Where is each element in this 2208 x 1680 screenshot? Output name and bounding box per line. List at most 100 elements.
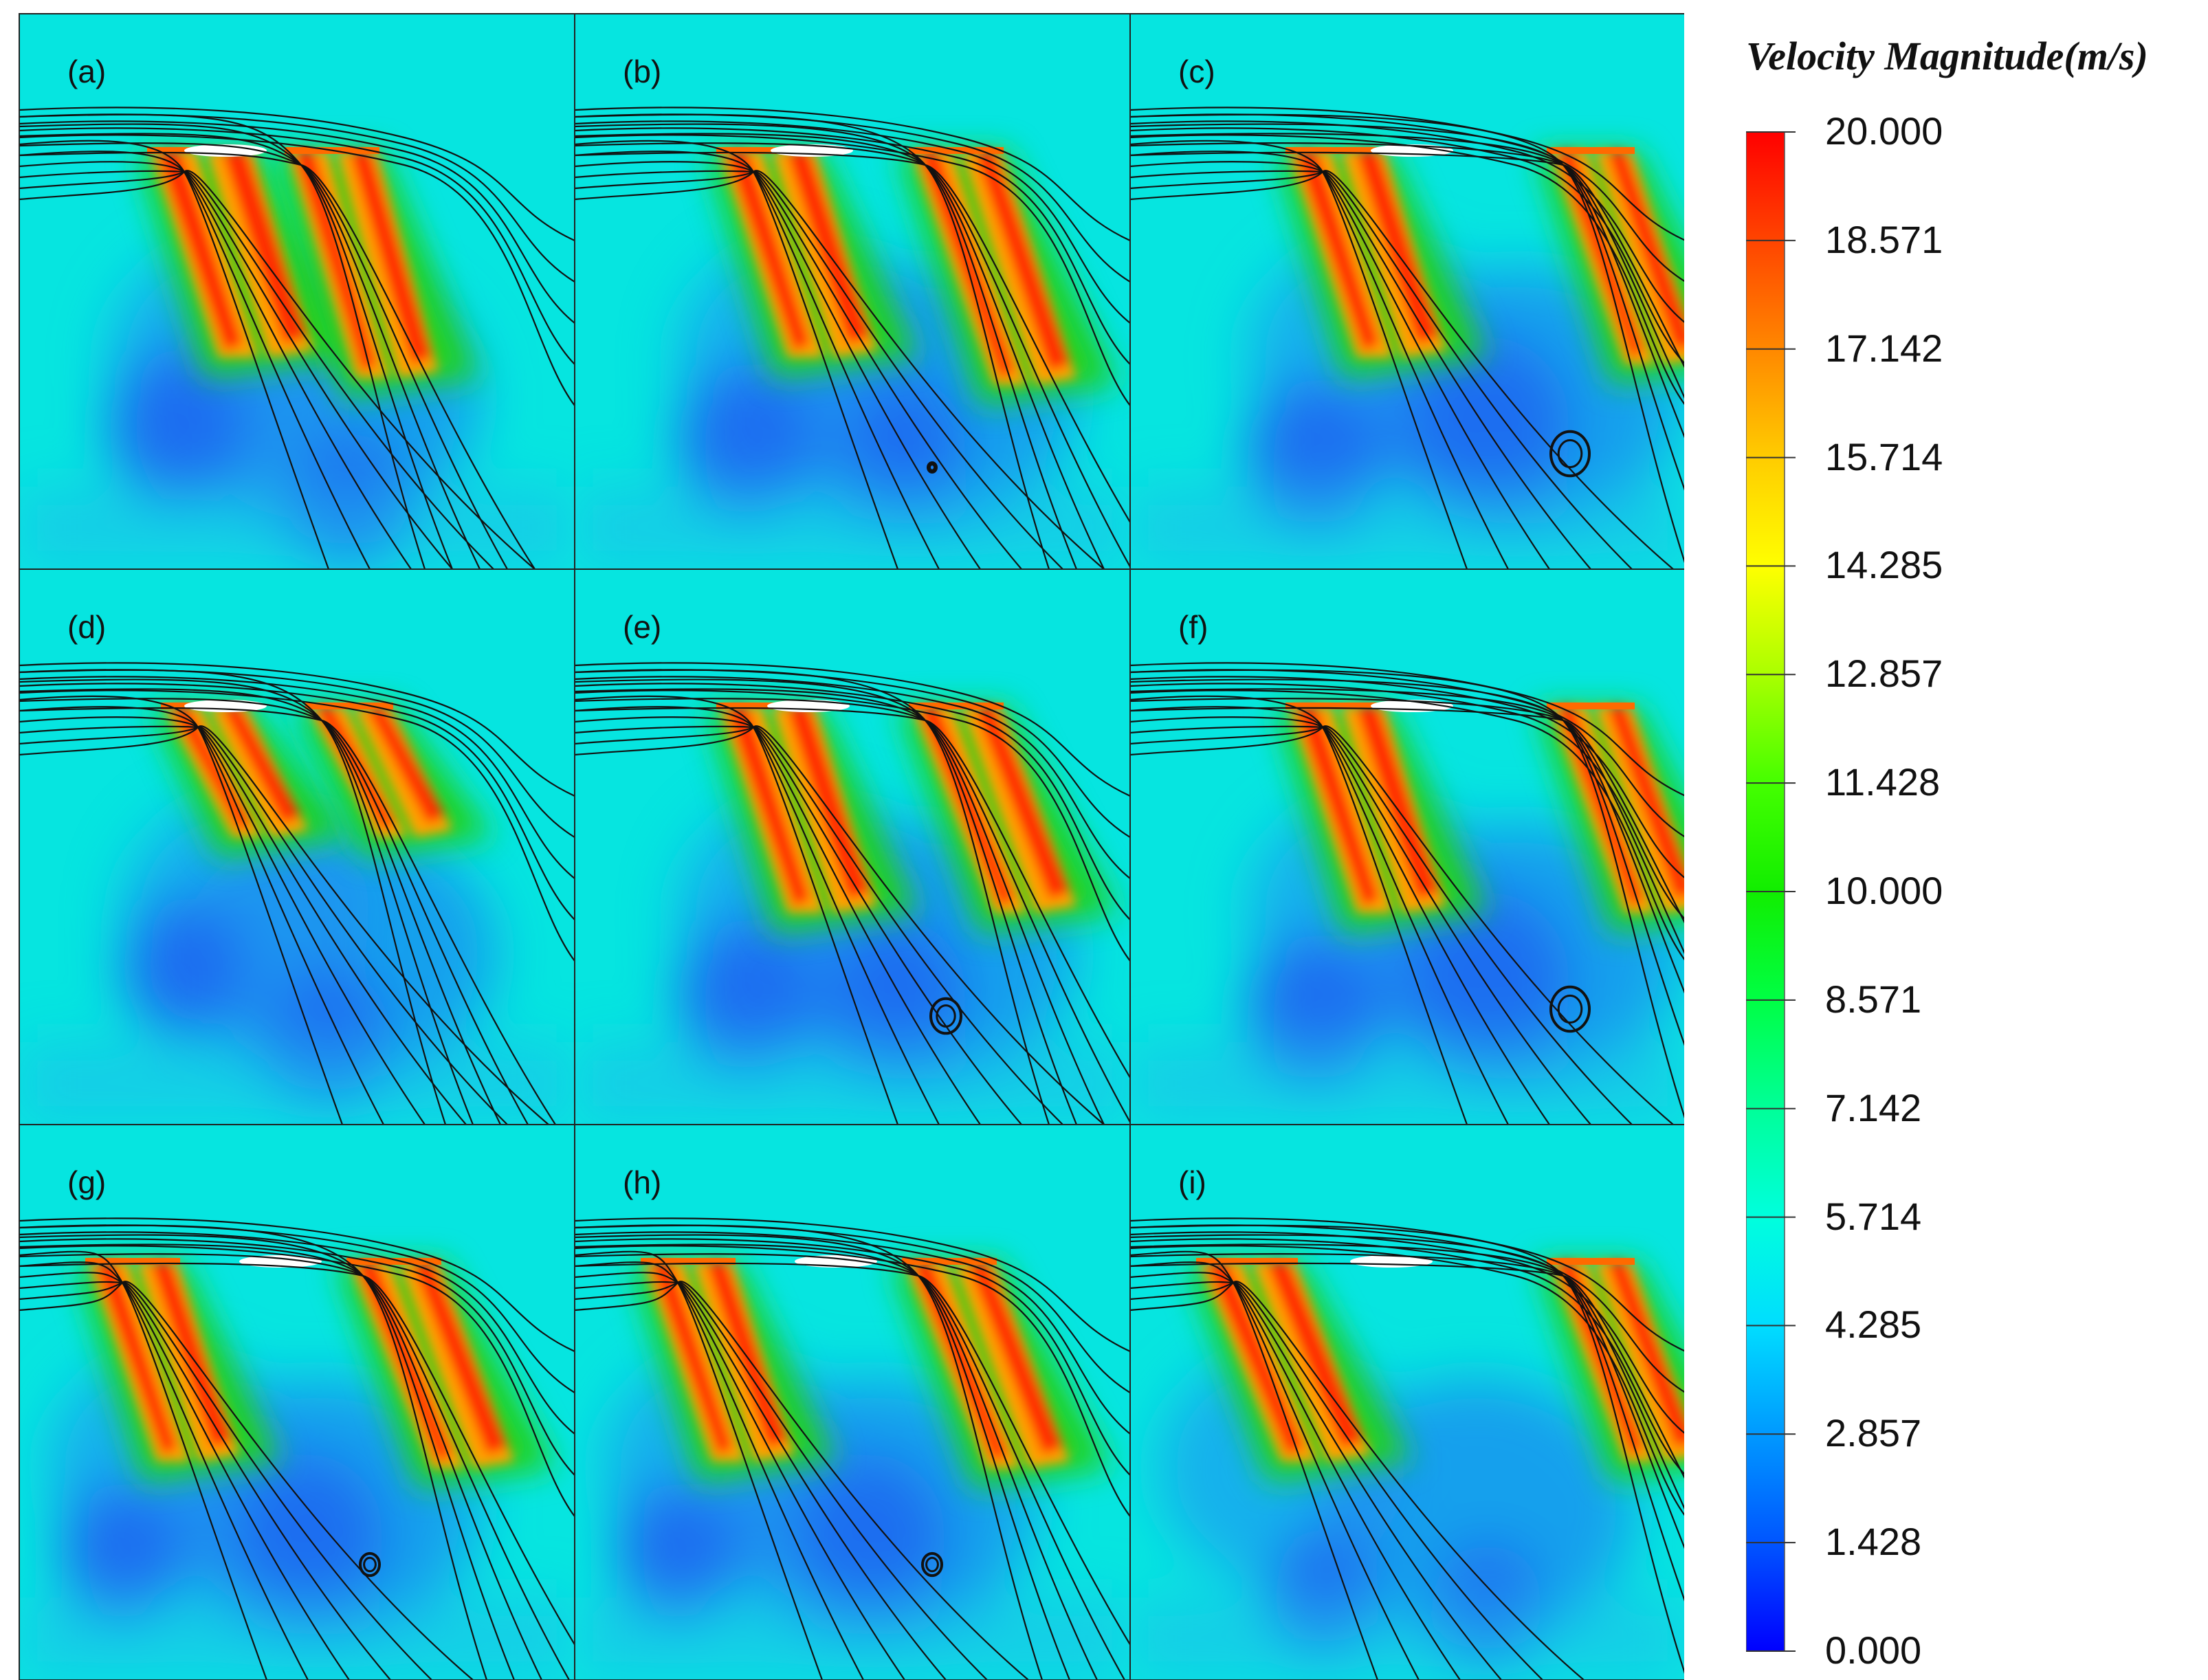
streamline — [575, 151, 940, 569]
jet-plume — [705, 147, 918, 378]
streamline — [1130, 134, 1684, 406]
streamline — [19, 726, 508, 1125]
streamline — [19, 151, 536, 569]
streamline — [575, 1245, 1130, 1517]
streamline — [575, 1281, 988, 1680]
streamline — [575, 170, 1105, 569]
contour-panel-d: (d) — [19, 568, 575, 1125]
low-velocity-zone — [1405, 892, 1570, 1071]
legend-tick-label: 0.000 — [1825, 1628, 1922, 1672]
streamline — [1130, 695, 1468, 1125]
streamline — [1130, 683, 1684, 920]
streamline — [575, 170, 1063, 569]
streamlines — [1130, 107, 1684, 569]
streamline — [575, 1261, 864, 1680]
streamline — [575, 170, 1022, 569]
streamline — [19, 170, 494, 569]
streamline — [575, 140, 899, 569]
streamlines — [19, 107, 575, 569]
streamline — [575, 707, 1130, 1079]
streamline — [19, 706, 384, 1125]
low-velocity-zone — [616, 1482, 740, 1620]
streamline — [1130, 1272, 1461, 1680]
contour-panel-g: (g) — [19, 1124, 575, 1680]
streamlines — [1130, 662, 1684, 1125]
legend-tick-label: 7.142 — [1825, 1085, 1922, 1129]
panel-border — [1129, 1124, 1684, 1680]
contour-panel-h: (h) — [574, 1124, 1131, 1680]
streamline — [19, 1281, 474, 1680]
legend-tick-label: 12.857 — [1825, 652, 1943, 696]
vortex-core — [1549, 430, 1591, 478]
streamline — [1130, 170, 1674, 569]
low-velocity-zone — [109, 351, 246, 502]
streamline — [19, 1262, 575, 1646]
streamline — [575, 1238, 1130, 1476]
legend-tick-label: 4.285 — [1825, 1303, 1922, 1347]
streamline — [19, 161, 412, 569]
streamline — [19, 142, 508, 569]
vortex-core — [1549, 985, 1591, 1033]
streamline — [19, 1238, 575, 1476]
streamline — [575, 151, 1130, 524]
streamline — [1130, 1261, 1420, 1680]
streamline — [575, 676, 1130, 879]
color-bar — [1746, 131, 1796, 1652]
contour-panel-c: (c) — [1129, 13, 1684, 570]
streamline — [575, 127, 1130, 365]
streamline — [19, 707, 556, 1125]
streamline — [1130, 689, 1684, 961]
streamline — [575, 107, 1130, 241]
streamline — [19, 151, 371, 569]
contour-panel-f: (f) — [1129, 568, 1684, 1125]
vortex-core — [929, 997, 962, 1035]
streamlines — [575, 107, 1130, 569]
streamline — [1130, 170, 1591, 569]
contour-panel-i: (i) — [1129, 1124, 1684, 1680]
streamline — [575, 1231, 1130, 1435]
streamlines — [19, 1217, 575, 1680]
streamline — [575, 698, 1130, 1124]
contour-panel-b: (b) — [574, 13, 1131, 570]
low-velocity-zone — [829, 920, 967, 1071]
contour-panel-a: (a) — [19, 13, 575, 570]
legend-tick-label: 15.714 — [1825, 434, 1943, 478]
streamline — [1130, 140, 1468, 569]
low-velocity-zone — [1405, 337, 1570, 516]
streamline — [1130, 676, 1684, 878]
streamline — [1130, 726, 1633, 1125]
legend-tick-label: 18.571 — [1825, 217, 1943, 261]
streamline — [575, 725, 1022, 1125]
panel-label: (d) — [67, 609, 106, 645]
jet-plume — [1274, 147, 1488, 378]
legend-tick-label: 17.142 — [1825, 326, 1943, 370]
legend-tick-label: 5.714 — [1825, 1194, 1922, 1238]
streamline — [1130, 151, 1684, 368]
streamline — [1130, 170, 1633, 569]
streamline — [1130, 725, 1591, 1125]
vortex-core — [921, 1551, 943, 1578]
legend-tick-label: 10.000 — [1825, 869, 1943, 912]
streamline — [19, 127, 575, 365]
legend-tick-label: 2.857 — [1825, 1411, 1922, 1455]
streamline — [575, 1217, 1130, 1352]
jet-plume — [898, 703, 1118, 933]
streamline — [19, 1250, 268, 1680]
vortex-core — [359, 1551, 381, 1578]
contour-panel-grid: (a) (b) (c) (d) (e) (f) (g) (h) (i) — [19, 13, 1684, 1680]
jet-plume — [898, 147, 1118, 406]
streamline — [19, 170, 453, 569]
streamline — [1130, 127, 1684, 364]
streamline — [19, 683, 575, 920]
legend-tick-label: 20.000 — [1825, 109, 1943, 153]
streamline — [19, 134, 575, 406]
streamline — [1130, 1231, 1684, 1434]
streamline — [1130, 120, 1684, 323]
streamline — [1130, 1281, 1585, 1680]
streamline — [1130, 1250, 1379, 1680]
streamline — [575, 1250, 824, 1680]
streamlines — [575, 662, 1130, 1125]
jet-plume — [150, 703, 349, 858]
streamline — [19, 1217, 575, 1352]
streamline — [19, 676, 575, 879]
